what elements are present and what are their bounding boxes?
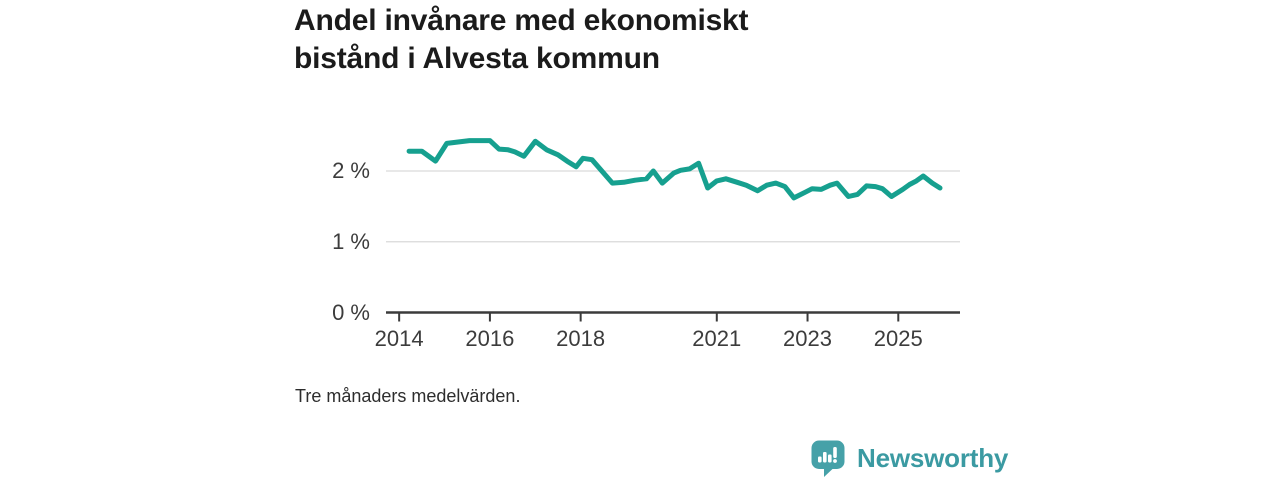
data-line bbox=[406, 138, 943, 201]
newsworthy-speech-bubble-bar-chart-icon bbox=[811, 440, 845, 477]
title-line-2: bistånd i Alvesta kommun bbox=[294, 42, 660, 75]
y-axis-label: 2 % bbox=[332, 158, 370, 184]
x-axis-label: 2016 bbox=[465, 326, 515, 351]
x-axis-label: 2018 bbox=[556, 326, 606, 351]
x-axis-label: 2023 bbox=[783, 326, 832, 351]
x-axis-label: 2025 bbox=[873, 326, 923, 351]
title-line-1: Andel invånare med ekonomiskt bbox=[294, 4, 749, 37]
x-axis-label: 2021 bbox=[692, 326, 742, 351]
page-title: Andel invånare med ekonomiskt bistånd i … bbox=[294, 2, 914, 78]
y-axis-label: 1 % bbox=[332, 228, 370, 254]
chart-footnote: Tre månaders medelvärden. bbox=[295, 386, 521, 406]
y-axis-label: 0 % bbox=[332, 299, 370, 325]
newsworthy-wordmark: Newsworthy bbox=[857, 443, 1009, 473]
newsworthy-logo[interactable]: Newsworthy bbox=[811, 440, 1008, 477]
x-axis-label: 2014 bbox=[374, 326, 424, 351]
